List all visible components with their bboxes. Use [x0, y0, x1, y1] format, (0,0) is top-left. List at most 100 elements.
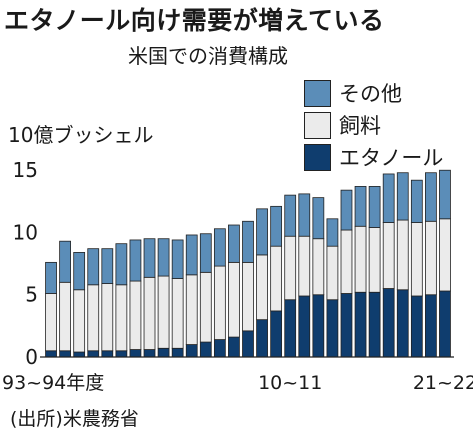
chart-legend: その他 飼料 エタノール [304, 78, 443, 174]
bar-segment-other [382, 173, 395, 223]
bar-segment-ethanol [157, 347, 170, 358]
bar-segment-ethanol [129, 349, 142, 358]
source-note: (出所)米農務省 [10, 408, 139, 430]
bar-segment-other [242, 220, 254, 263]
bar-segment-other [185, 234, 198, 276]
chart-title: エタノール向け需要が増えている [4, 6, 385, 35]
bar-segment-ethanol [312, 294, 325, 358]
bar-segment-other [213, 228, 226, 267]
bar-segment-ethanol [354, 291, 367, 358]
bar-segment-ethanol [59, 350, 71, 358]
bar-segment-other [171, 239, 184, 279]
bar-segment-feed [368, 227, 381, 293]
bar-segment-feed [312, 238, 325, 296]
legend-label-other: その他 [339, 82, 402, 106]
bar-segment-ethanol [439, 290, 451, 358]
bar-segment-feed [354, 225, 367, 293]
bar-segment-feed [143, 276, 156, 350]
bar-segment-ethanol [396, 289, 409, 358]
bar-segment-other [228, 224, 240, 263]
bar-segment-ethanol [101, 350, 114, 358]
bar-segment-ethanol [45, 350, 57, 358]
bar-segment-other [270, 205, 283, 247]
bar-segment-ethanol [368, 291, 381, 358]
bar-segment-other [410, 179, 423, 223]
bar-segment-other [312, 197, 325, 240]
bar-segment-ethanol [298, 295, 311, 358]
bar-segment-feed [298, 235, 311, 297]
bar-segment-other [115, 243, 128, 286]
bar-segment-feed [284, 235, 297, 301]
bar-segment-other [298, 193, 311, 237]
bar-segment-other [199, 233, 212, 273]
bar-segment-feed [270, 245, 283, 312]
bar-segment-ethanol [425, 294, 437, 358]
bar-segment-feed [185, 274, 198, 345]
bar-segment-ethanol [171, 347, 184, 358]
x-tick-label: 21~22 [413, 372, 473, 394]
bar-segment-feed [73, 289, 86, 353]
bar-segment-feed [115, 284, 128, 352]
legend-swatch-ethanol [304, 143, 331, 171]
y-axis-unit-label: 10億ブッシェル [8, 123, 154, 147]
bar-segment-other [143, 238, 156, 278]
bar-segment-other [425, 172, 437, 222]
bar-segment-ethanol [382, 288, 395, 358]
bar-segment-ethanol [213, 339, 226, 358]
bar-segment-ethanol [270, 310, 283, 358]
chart-subtitle: 米国での消費構成 [128, 44, 288, 68]
bar-segment-ethanol [185, 344, 198, 358]
bar-segment-other [439, 169, 451, 220]
legend-label-ethanol: エタノール [339, 146, 444, 170]
bar-segment-feed [382, 222, 395, 289]
bar-segment-ethanol [143, 349, 156, 358]
bar-segment-ethanol [242, 330, 254, 358]
bar-segment-ethanol [199, 341, 212, 358]
legend-swatch-other [304, 79, 331, 107]
y-tick-label: 0 [25, 345, 38, 369]
bar-segment-feed [326, 245, 339, 301]
y-tick-label: 5 [25, 283, 38, 307]
bar-segment-feed [171, 278, 184, 349]
bar-segment-feed [157, 275, 170, 349]
bar-segment-other [354, 186, 367, 227]
bar-segment-other [129, 239, 142, 282]
x-tick-label: 10~11 [258, 372, 322, 394]
bar-segment-feed [242, 261, 254, 332]
bar-segment-ethanol [410, 295, 423, 358]
legend-item-ethanol: エタノール [304, 142, 443, 172]
bar-segment-other [368, 186, 381, 228]
bar-segment-feed [340, 229, 353, 294]
bar-segment-other [59, 240, 71, 283]
bar-segment-ethanol [228, 336, 240, 358]
bar-segment-ethanol [256, 319, 268, 358]
bar-segment-feed [396, 219, 409, 291]
legend-item-feed: 飼料 [304, 110, 443, 140]
bar-segment-feed [87, 284, 100, 352]
bar-segment-other [73, 252, 86, 291]
bar-segment-other [340, 189, 353, 231]
bar-segment-feed [45, 293, 57, 352]
bar-segment-other [101, 248, 114, 284]
bar-segment-feed [129, 280, 142, 350]
legend-swatch-feed [304, 111, 331, 139]
bar-segment-other [157, 238, 170, 277]
bar-segment-ethanol [284, 299, 297, 358]
x-tick-label: 93~94年度 [2, 372, 104, 394]
bar-segment-feed [410, 222, 423, 297]
y-tick-label: 15 [13, 158, 38, 182]
bar-segment-feed [101, 283, 114, 352]
bar-segment-feed [256, 254, 268, 321]
bar-segment-ethanol [115, 350, 128, 358]
bar-segment-feed [199, 271, 212, 343]
bar-segment-feed [425, 220, 437, 296]
bar-segment-other [284, 194, 297, 237]
bar-segment-other [256, 208, 268, 256]
bar-segment-ethanol [87, 350, 100, 358]
bar-segment-feed [213, 265, 226, 340]
bar-segment-feed [59, 281, 71, 352]
legend-item-other: その他 [304, 78, 443, 108]
bar-segment-other [396, 172, 409, 221]
legend-label-feed: 飼料 [339, 114, 381, 138]
